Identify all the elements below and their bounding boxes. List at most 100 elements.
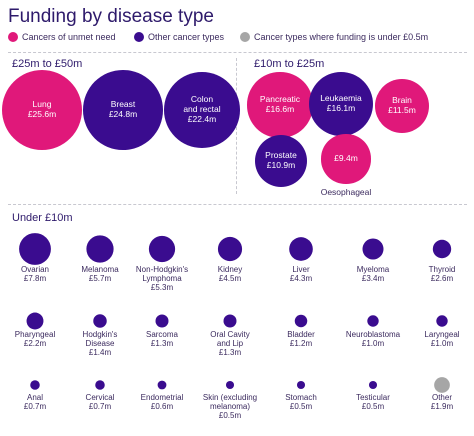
bubble-value: £16.6m bbox=[265, 103, 295, 114]
bubble-value: £10.9m bbox=[266, 159, 296, 170]
label-value: £2.2m bbox=[23, 339, 47, 349]
label-value: £5.3m bbox=[150, 283, 174, 293]
label-neuroblastoma: Neuroblastoma £1.0m bbox=[340, 330, 406, 348]
bubble-endometrial bbox=[157, 380, 167, 390]
label-value: £7.8m bbox=[23, 274, 47, 284]
bubble-other bbox=[434, 377, 450, 393]
label-non-hodgkin-s-lymphoma: Non-Hodgkin's Lymphoma £5.3m bbox=[129, 265, 195, 293]
label-stomach: Stomach £0.5m bbox=[268, 393, 334, 411]
bubble-skin-excluding-melanoma bbox=[225, 380, 235, 390]
bubble-testicular bbox=[368, 380, 378, 390]
label-name: Liver bbox=[292, 265, 310, 274]
legend-label-under: Cancer types where funding is under £0.5… bbox=[254, 32, 429, 42]
label-name: Oral Cavity bbox=[210, 330, 250, 339]
divider-middle bbox=[8, 204, 467, 205]
bubble-name: Colon bbox=[190, 94, 214, 105]
bubble-name: and rectal bbox=[183, 104, 221, 115]
bubble-pharyngeal bbox=[26, 312, 44, 330]
label-value: £0.5m bbox=[218, 411, 242, 421]
legend-swatch-under bbox=[240, 32, 250, 42]
bubble-myeloma bbox=[362, 238, 384, 260]
bubble-outside-label-oesophageal: Oesophageal bbox=[320, 186, 372, 197]
label-value: £0.7m bbox=[88, 402, 112, 412]
label-value: £0.7m bbox=[23, 402, 47, 412]
label-kidney: Kidney £4.5m bbox=[197, 265, 263, 283]
label-name: Non-Hodgkin's bbox=[135, 265, 189, 274]
bubble-value: £24.8m bbox=[108, 108, 138, 119]
bubble-melanoma bbox=[86, 235, 114, 263]
label-melanoma: Melanoma £5.7m bbox=[67, 265, 133, 283]
label-cervical: Cervical £0.7m bbox=[67, 393, 133, 411]
label-other: Other £1.9m bbox=[409, 393, 474, 411]
bubble-bladder bbox=[294, 314, 308, 328]
bubble-oesophageal: £9.4m bbox=[321, 134, 371, 184]
bubble-lung: Lung £25.6m bbox=[1, 69, 83, 151]
label-value: £0.5m bbox=[289, 402, 313, 412]
chart-title: Funding by disease type bbox=[8, 6, 214, 27]
legend-item-under: Cancer types where funding is under £0.5… bbox=[240, 30, 428, 44]
label-name: Neuroblastoma bbox=[345, 330, 401, 339]
bubble-value: £16.1m bbox=[326, 102, 356, 113]
label-value: £0.6m bbox=[150, 402, 174, 412]
label-pharyngeal: Pharyngeal £2.2m bbox=[2, 330, 68, 348]
bubble-liver bbox=[289, 237, 313, 261]
group-title-small: Under £10m bbox=[12, 212, 73, 224]
bubble-hodgkin-s-disease bbox=[93, 314, 107, 328]
label-value: £1.0m bbox=[430, 339, 454, 349]
label-value: £1.3m bbox=[218, 348, 242, 358]
bubble-prostate: Prostate £10.9m bbox=[254, 134, 308, 188]
bubble-value: £11.5m bbox=[388, 104, 416, 115]
label-name: Ovarian bbox=[20, 265, 49, 274]
bubble-anal bbox=[30, 380, 40, 390]
label-laryngeal: Laryngeal £1.0m bbox=[409, 330, 474, 348]
legend-swatch-unmet bbox=[8, 32, 18, 42]
bubble-stomach bbox=[296, 380, 306, 390]
label-myeloma: Myeloma £3.4m bbox=[340, 265, 406, 283]
label-name: Testicular bbox=[356, 393, 390, 402]
label-value: £4.3m bbox=[289, 274, 313, 284]
bubble-value: £25.6m bbox=[27, 108, 57, 119]
bubble-ovarian bbox=[19, 233, 51, 265]
label-name: Laryngeal bbox=[424, 330, 460, 339]
label-name: Disease bbox=[85, 339, 115, 349]
legend-label-other: Other cancer types bbox=[148, 32, 225, 42]
legend-item-unmet: Cancers of unmet need bbox=[8, 30, 116, 44]
label-name: Bladder bbox=[287, 330, 315, 339]
label-name: Cervical bbox=[85, 393, 115, 402]
label-name: and Lip bbox=[216, 339, 244, 349]
bubble-cervical bbox=[95, 380, 105, 390]
label-name: Myeloma bbox=[356, 265, 390, 274]
label-name: Anal bbox=[26, 393, 43, 402]
bubble-name: Leukaemia bbox=[320, 93, 362, 104]
label-value: £3.4m bbox=[361, 274, 385, 284]
label-testicular: Testicular £0.5m bbox=[340, 393, 406, 411]
bubble-laryngeal bbox=[436, 315, 448, 327]
label-name: Skin (excluding bbox=[202, 393, 258, 402]
bubble-name: Pancreatic bbox=[259, 94, 301, 105]
label-value: £0.5m bbox=[361, 402, 385, 412]
bubble-leukaemia: Leukaemia £16.1m bbox=[308, 71, 374, 137]
label-bladder: Bladder £1.2m bbox=[268, 330, 334, 348]
label-ovarian: Ovarian £7.8m bbox=[2, 265, 68, 283]
label-anal: Anal £0.7m bbox=[2, 393, 68, 411]
label-name: Thyroid bbox=[428, 265, 456, 274]
label-name: Stomach bbox=[285, 393, 317, 402]
label-sarcoma: Sarcoma £1.3m bbox=[129, 330, 195, 348]
bubble-name: Breast bbox=[110, 99, 136, 110]
label-value: £1.0m bbox=[361, 339, 385, 349]
label-name: Endometrial bbox=[140, 393, 184, 402]
divider-top bbox=[8, 52, 467, 53]
label-name: Hodgkin's bbox=[82, 330, 118, 339]
label-value: £4.5m bbox=[218, 274, 242, 284]
legend-swatch-other bbox=[134, 32, 144, 42]
label-value: £2.6m bbox=[430, 274, 454, 284]
label-name: Pharyngeal bbox=[14, 330, 56, 339]
label-thyroid: Thyroid £2.6m bbox=[409, 265, 474, 283]
bubble-value: £22.4m bbox=[187, 113, 217, 124]
label-endometrial: Endometrial £0.6m bbox=[129, 393, 195, 411]
label-hodgkin-s-disease: Hodgkin's Disease £1.4m bbox=[67, 330, 133, 358]
bubble-name: Lung bbox=[32, 99, 52, 110]
bubble-oral-cavity-and-lip bbox=[223, 314, 237, 328]
bubble-thyroid bbox=[432, 239, 452, 259]
